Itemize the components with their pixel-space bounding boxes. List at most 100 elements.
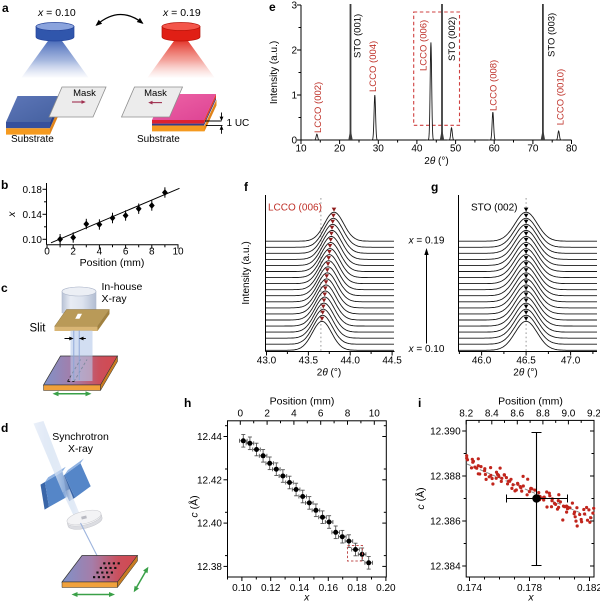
svg-text:0.10: 0.10 xyxy=(23,235,43,246)
svg-text:6: 6 xyxy=(123,247,129,258)
svg-text:x = 0.10: x = 0.10 xyxy=(408,344,445,355)
svg-text:0.18: 0.18 xyxy=(23,185,43,196)
svg-text:12.38: 12.38 xyxy=(197,562,222,573)
svg-text:46.0: 46.0 xyxy=(472,356,492,367)
svg-text:x = 0.19: x = 0.19 xyxy=(408,236,445,247)
svg-text:x: x xyxy=(6,211,18,218)
svg-text:10: 10 xyxy=(295,144,307,155)
svg-text:Position (mm): Position (mm) xyxy=(270,396,335,408)
svg-text:c (Å): c (Å) xyxy=(414,487,427,509)
svg-text:12.386: 12.386 xyxy=(430,517,461,528)
svg-text:f: f xyxy=(244,180,249,194)
svg-text:9.2: 9.2 xyxy=(587,409,600,420)
svg-text:0.10: 0.10 xyxy=(232,583,252,594)
svg-text:0.16: 0.16 xyxy=(319,583,339,594)
svg-text:0.178: 0.178 xyxy=(517,583,542,594)
svg-text:20: 20 xyxy=(334,144,346,155)
svg-text:0.14: 0.14 xyxy=(290,583,310,594)
svg-text:LCCO (0010): LCCO (0010) xyxy=(556,69,567,126)
svg-text:47.0: 47.0 xyxy=(561,356,581,367)
svg-text:43.5: 43.5 xyxy=(299,356,319,367)
svg-text:Slit: Slit xyxy=(30,323,47,335)
svg-text:x = 0.19: x = 0.19 xyxy=(162,7,201,19)
svg-text:8: 8 xyxy=(149,247,155,258)
svg-text:x: x xyxy=(527,592,534,603)
svg-text:2θ (°): 2θ (°) xyxy=(317,368,341,379)
svg-text:8.8: 8.8 xyxy=(536,409,550,420)
svg-text:1: 1 xyxy=(291,91,297,102)
svg-text:43.0: 43.0 xyxy=(257,356,277,367)
svg-text:Substrate: Substrate xyxy=(137,134,180,145)
svg-text:In-house: In-house xyxy=(102,281,143,293)
svg-text:2: 2 xyxy=(264,409,270,420)
svg-text:LCCO (004): LCCO (004) xyxy=(368,41,379,92)
svg-text:X-ray: X-ray xyxy=(68,443,94,455)
svg-text:b: b xyxy=(1,178,8,192)
svg-text:10: 10 xyxy=(369,409,381,420)
svg-text:e: e xyxy=(269,0,276,14)
svg-text:3: 3 xyxy=(291,1,297,12)
svg-text:Mask: Mask xyxy=(144,88,167,99)
svg-text:2: 2 xyxy=(70,247,76,258)
svg-text:1 UC: 1 UC xyxy=(227,118,250,129)
svg-text:Position (mm): Position (mm) xyxy=(80,257,145,269)
svg-text:12.40: 12.40 xyxy=(197,519,222,530)
svg-text:Intensity (a.u.): Intensity (a.u.) xyxy=(241,241,252,304)
svg-text:0: 0 xyxy=(44,247,50,258)
svg-text:X-ray: X-ray xyxy=(102,293,128,305)
svg-text:Position (mm): Position (mm) xyxy=(498,396,563,408)
svg-text:2: 2 xyxy=(291,46,297,57)
svg-text:h: h xyxy=(184,396,191,410)
svg-text:i: i xyxy=(418,396,421,410)
svg-text:d: d xyxy=(1,421,8,435)
svg-text:0.18: 0.18 xyxy=(347,583,367,594)
svg-text:70: 70 xyxy=(527,144,539,155)
svg-text:LCCO (008): LCCO (008) xyxy=(488,60,499,111)
svg-text:8.2: 8.2 xyxy=(459,409,473,420)
svg-text:STO (002): STO (002) xyxy=(447,17,458,61)
svg-text:x = 0.10: x = 0.10 xyxy=(37,7,76,19)
svg-text:12.390: 12.390 xyxy=(430,427,461,438)
svg-text:Mask: Mask xyxy=(73,88,96,99)
svg-text:Intensity (a.u.): Intensity (a.u.) xyxy=(269,41,280,104)
svg-text:10: 10 xyxy=(172,247,184,258)
svg-text:LCCO (006): LCCO (006) xyxy=(268,203,322,214)
svg-text:a: a xyxy=(2,1,9,15)
svg-text:50: 50 xyxy=(450,144,462,155)
svg-text:x: x xyxy=(303,592,310,603)
svg-text:30: 30 xyxy=(373,144,385,155)
svg-text:9.0: 9.0 xyxy=(561,409,575,420)
svg-text:2θ (°): 2θ (°) xyxy=(424,156,448,167)
svg-text:4: 4 xyxy=(97,247,103,258)
svg-text:STO (003): STO (003) xyxy=(546,13,557,57)
svg-text:12.388: 12.388 xyxy=(430,472,461,483)
svg-text:80: 80 xyxy=(566,144,578,155)
svg-text:Substrate: Substrate xyxy=(11,134,54,145)
svg-text:12.384: 12.384 xyxy=(430,562,461,573)
svg-text:0.20: 0.20 xyxy=(376,583,396,594)
svg-text:44.5: 44.5 xyxy=(382,356,402,367)
svg-text:STO (002): STO (002) xyxy=(471,203,518,214)
svg-text:44.0: 44.0 xyxy=(340,356,360,367)
svg-text:8.4: 8.4 xyxy=(485,409,499,420)
svg-text:LCCO (002): LCCO (002) xyxy=(313,82,324,133)
svg-text:0.182: 0.182 xyxy=(577,583,600,594)
svg-text:12.44: 12.44 xyxy=(197,432,222,443)
svg-text:12.42: 12.42 xyxy=(197,475,222,486)
svg-text:40: 40 xyxy=(411,144,423,155)
svg-text:g: g xyxy=(431,180,438,194)
svg-text:8.6: 8.6 xyxy=(510,409,524,420)
svg-text:60: 60 xyxy=(489,144,501,155)
svg-text:Synchrotron: Synchrotron xyxy=(52,431,109,443)
svg-text:46.5: 46.5 xyxy=(516,356,536,367)
svg-text:4: 4 xyxy=(291,409,297,420)
svg-text:STO (001): STO (001) xyxy=(353,14,364,58)
svg-text:0.14: 0.14 xyxy=(23,210,43,221)
svg-text:2θ (°): 2θ (°) xyxy=(513,368,537,379)
svg-text:c: c xyxy=(1,281,8,295)
svg-text:0: 0 xyxy=(291,136,297,147)
svg-text:0: 0 xyxy=(238,409,244,420)
svg-text:0.174: 0.174 xyxy=(457,583,482,594)
svg-text:LCCO (006): LCCO (006) xyxy=(418,20,429,71)
svg-text:0.12: 0.12 xyxy=(261,583,281,594)
